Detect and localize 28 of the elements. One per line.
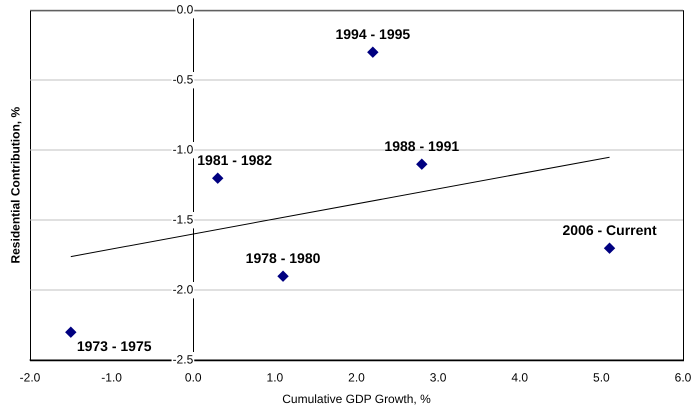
point: [65, 326, 76, 338]
y-axis-title: Residential Contribution, %: [8, 106, 22, 264]
y-tick-label: -2.0: [172, 282, 194, 297]
annotation: 1981 - 1982: [197, 152, 272, 168]
x-axis-title: Cumulative GDP Growth, %: [282, 392, 432, 406]
annotation: 2006 - Current: [562, 222, 657, 238]
y-tick-label: -1.5: [172, 212, 194, 227]
x-tick-label: 2.0: [348, 370, 366, 385]
point: [604, 242, 616, 254]
y-tick-label: -2.5: [172, 352, 194, 367]
x-tick-label: -2.0: [20, 370, 41, 385]
point: [278, 270, 289, 282]
x-tick-label: 4.0: [511, 370, 528, 385]
annotation: 1978 - 1980: [246, 250, 321, 266]
x-tick-label: -1.0: [101, 370, 122, 385]
x-tick-label: 6.0: [674, 370, 692, 385]
point: [416, 158, 428, 170]
point: [212, 172, 224, 184]
x-tick-label: 3.0: [430, 370, 447, 385]
annotation: 1988 - 1991: [384, 138, 460, 154]
annotation: 1973 - 1975: [76, 338, 152, 354]
point: [367, 46, 378, 58]
y-tick-label: 0.0: [176, 2, 194, 17]
y-tick-label: -0.5: [172, 72, 194, 87]
x-tick-label: 5.0: [593, 370, 610, 385]
annotation: 1994 - 1995: [335, 26, 410, 42]
y-tick-label: -1.0: [172, 142, 194, 157]
x-tick-label: 1.0: [266, 370, 284, 385]
